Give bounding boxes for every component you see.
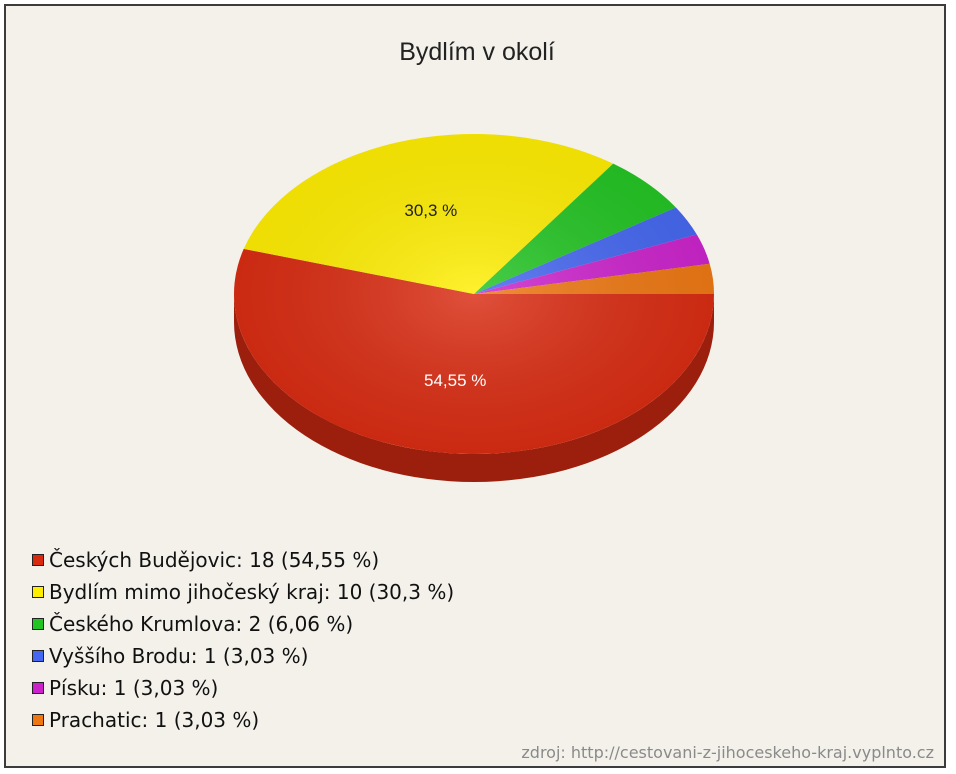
legend-label: Písku: 1 (3,03 %) — [49, 676, 219, 700]
pie-data-label: 54,55 % — [424, 371, 486, 390]
legend-label: Českých Budějovic: 18 (54,55 %) — [49, 548, 380, 572]
legend-swatch — [32, 714, 44, 726]
legend-item: Českého Krumlova: 2 (6,06 %) — [32, 608, 454, 640]
legend-swatch — [32, 586, 44, 598]
legend-label: Vyššího Brodu: 1 (3,03 %) — [49, 644, 309, 668]
legend-swatch — [32, 650, 44, 662]
chart-title: Bydlím v okolí — [399, 38, 555, 66]
pie-slice-side — [234, 294, 714, 482]
legend-label: Prachatic: 1 (3,03 %) — [49, 708, 260, 732]
chart-frame: Bydlím v okolí 54,55 % 30,3 % Českých Bud… — [4, 4, 946, 768]
source-credit: zdroj: http://cestovani-z-jihoceskeho-kr… — [521, 743, 934, 762]
legend-item: Českých Budějovic: 18 (54,55 %) — [32, 544, 454, 576]
pie-data-label: 30,3 % — [404, 201, 457, 220]
legend-item: Prachatic: 1 (3,03 %) — [32, 704, 454, 736]
legend-label: Bydlím mimo jihočeský kraj: 10 (30,3 %) — [49, 580, 455, 604]
legend-label: Českého Krumlova: 2 (6,06 %) — [49, 612, 354, 636]
pie-chart: 54,55 % 30,3 % — [233, 134, 714, 482]
legend-item: Vyššího Brodu: 1 (3,03 %) — [32, 640, 454, 672]
pie-shading — [234, 134, 714, 454]
legend-swatch — [32, 618, 44, 630]
legend: Českých Budějovic: 18 (54,55 %) Bydlím m… — [32, 544, 454, 736]
legend-item: Písku: 1 (3,03 %) — [32, 672, 454, 704]
legend-swatch — [32, 682, 44, 694]
legend-swatch — [32, 554, 44, 566]
legend-item: Bydlím mimo jihočeský kraj: 10 (30,3 %) — [32, 576, 454, 608]
